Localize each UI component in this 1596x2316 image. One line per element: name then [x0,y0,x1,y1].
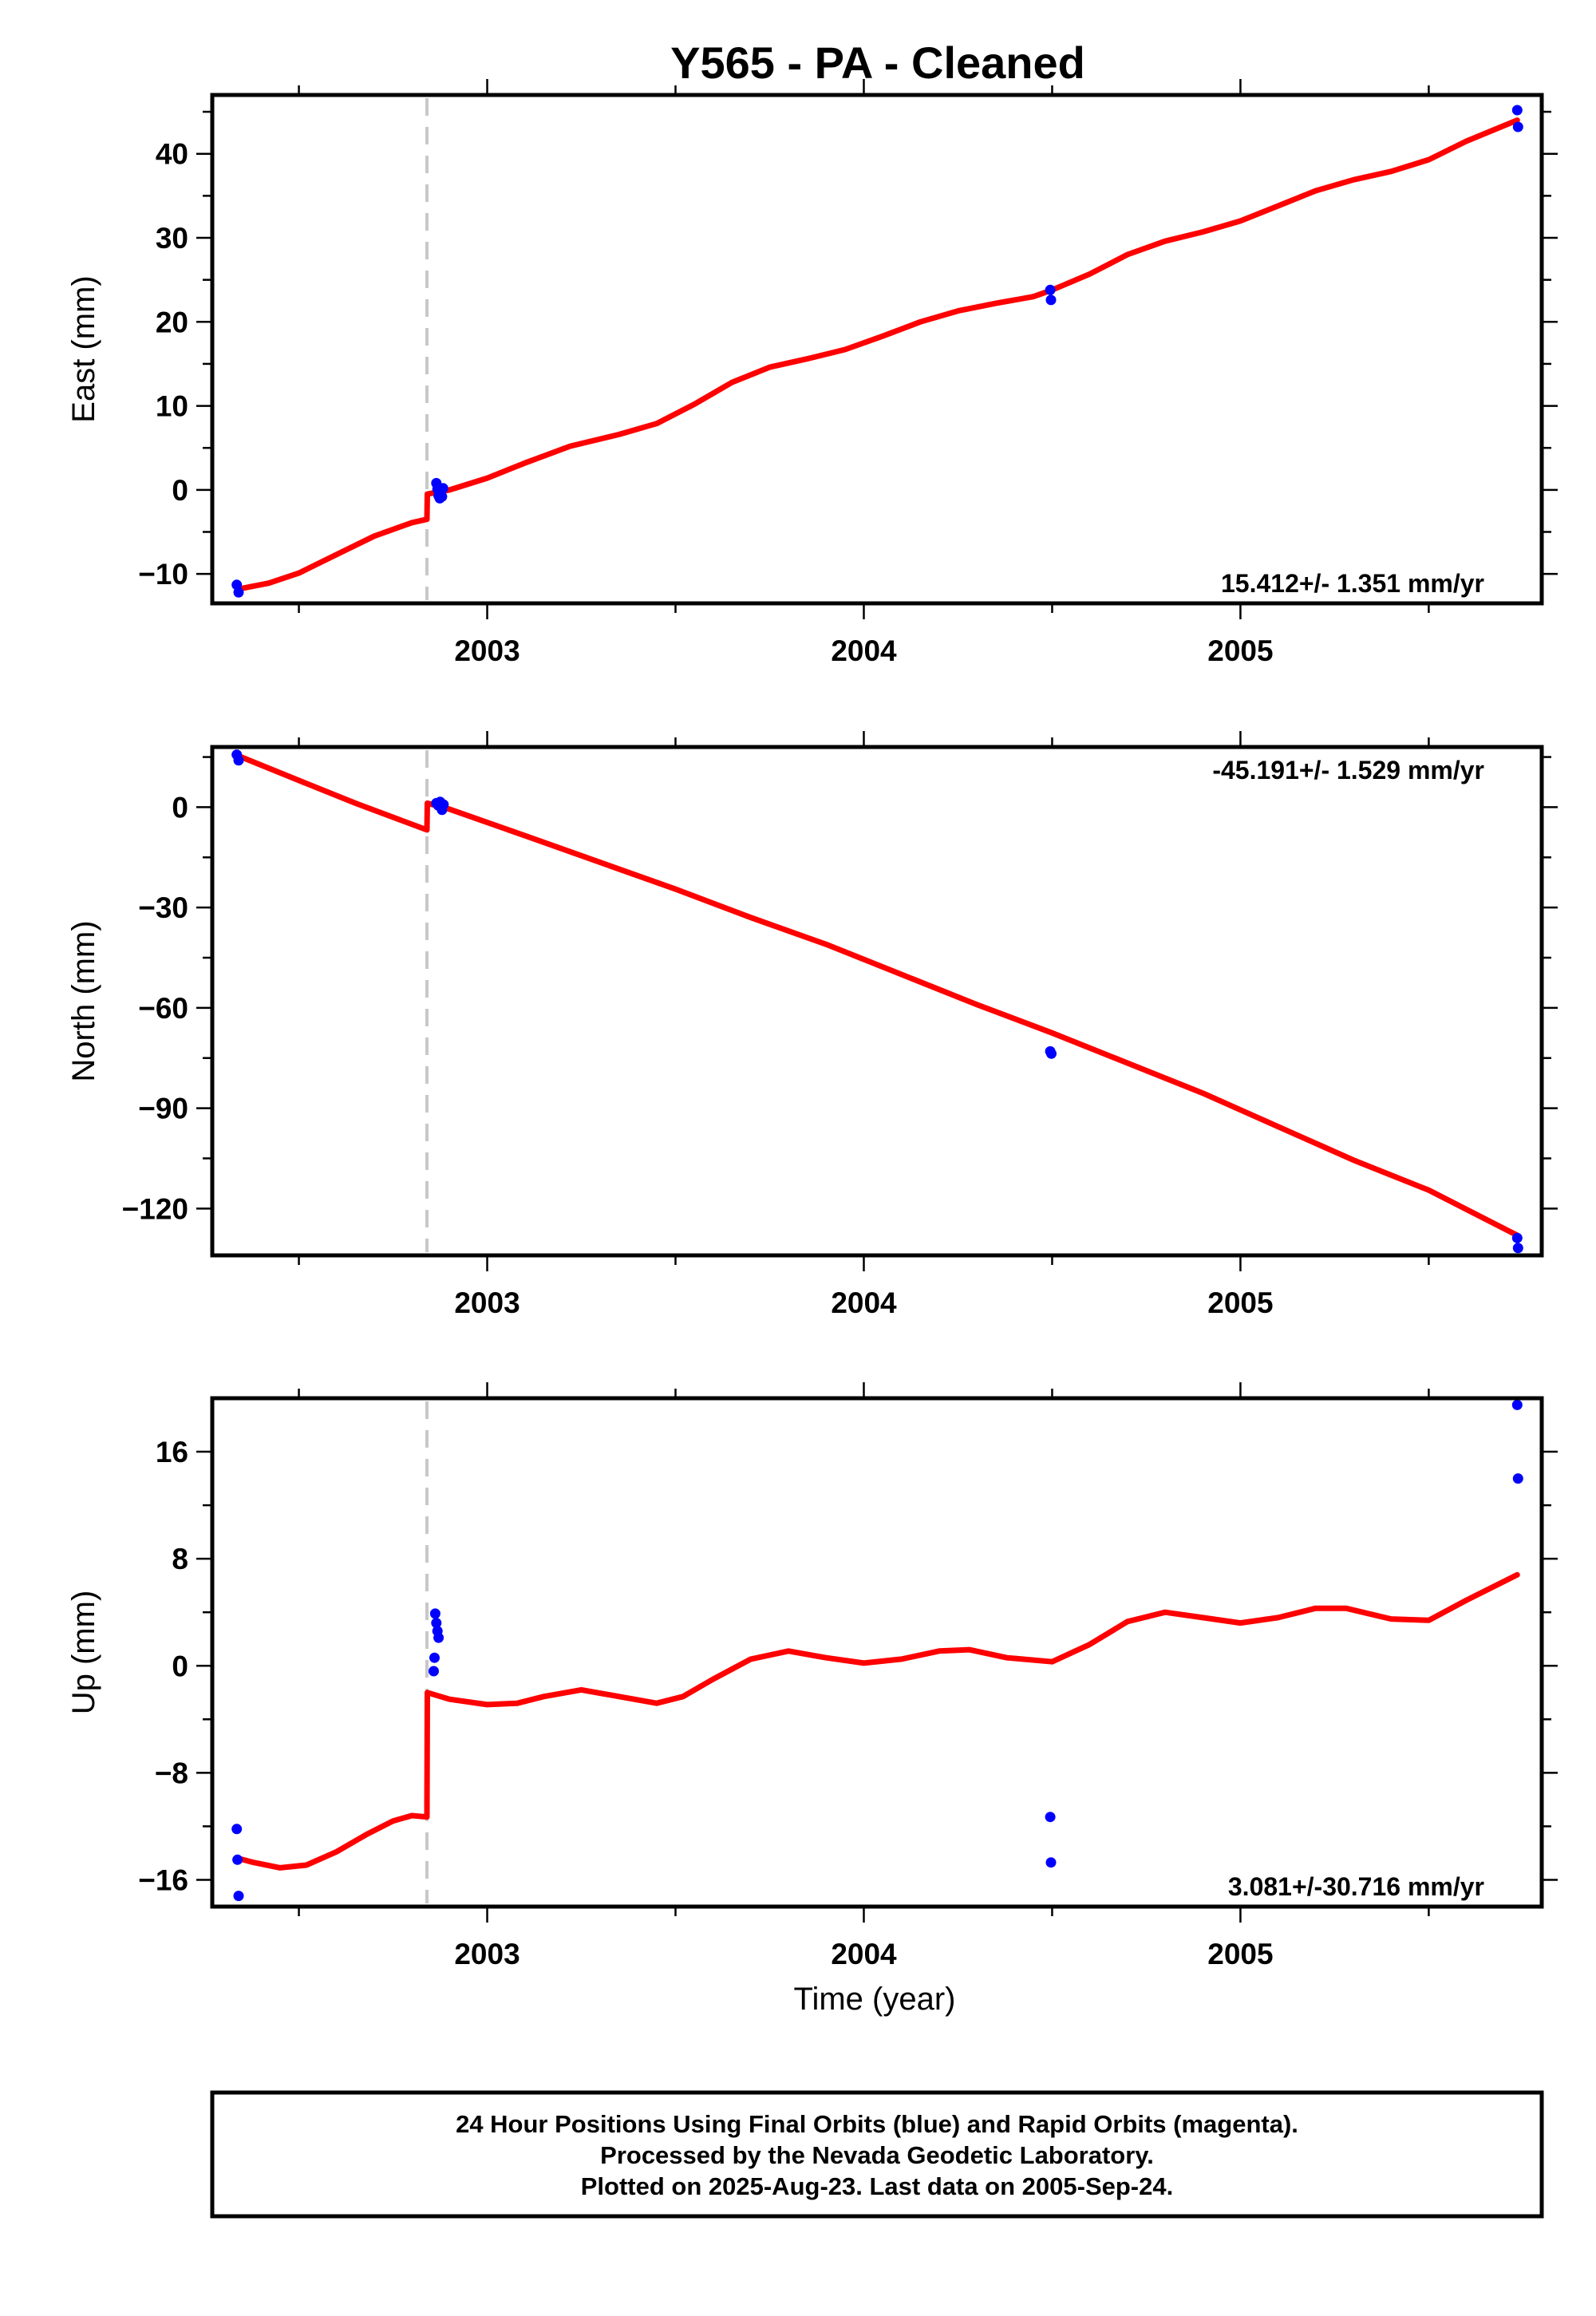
data-point [1512,1473,1523,1484]
data-point [1045,1812,1056,1823]
east-panel: 2003 2004 2005 −10 0 10 20 30 40 East (mm) 15.412+… [66,79,1558,667]
y-tick-label: 40 [156,138,188,171]
y-tick-label: 0 [172,1650,188,1682]
data-point [1045,294,1057,306]
y-tick-label: 0 [172,474,188,507]
footer-box: 24 Hour Positions Using Final Orbits (bl… [210,2090,1544,2219]
y-tick-label: −90 [138,1093,188,1125]
y-axis-title: East (mm) [66,275,101,422]
model-line [235,117,1520,592]
data-point [429,1652,440,1663]
x-tick-label: 2004 [831,1938,897,1970]
x-tick-label: 2003 [454,1286,519,1319]
plot-frame [210,745,1544,1258]
rate-label: -45.191+/- 1.529 mm/yr [1212,756,1484,785]
y-tick-label: 10 [156,390,188,423]
data-point [431,1618,442,1629]
data-point [1512,1243,1523,1254]
plot-frame [210,93,1544,606]
figure-title: Y565 - PA - Cleaned [670,38,1085,88]
y-tick-label: −120 [122,1192,188,1225]
x-tick-label: 2003 [454,1938,519,1970]
plot-frame [210,1396,1544,1909]
data-point [1046,1048,1057,1059]
y-tick-label: 20 [156,306,188,338]
data-point [429,1608,440,1619]
y-tick-label: 30 [156,222,188,255]
y-axis-title: Up (mm) [66,1591,101,1715]
y-tick-label: −60 [138,992,188,1025]
data-point [1511,1232,1523,1243]
data-point [437,491,448,502]
data-point [1045,1857,1057,1868]
model-line [235,1571,1520,1871]
y-axis-title: North (mm) [66,920,101,1081]
x-tick-label: 2005 [1207,1286,1273,1319]
data-point [438,799,449,810]
rate-label: 15.412+/- 1.351 mm/yr [1221,569,1484,598]
y-tick-label: −10 [138,558,188,591]
y-tick-label: −16 [138,1863,188,1896]
data-point [233,1891,244,1902]
footer-line-2: Processed by the Nevada Geodetic Laborat… [600,2141,1154,2169]
data-point [1512,121,1523,132]
model-line [235,753,1520,1239]
data-point [437,483,448,494]
x-tick-label: 2004 [831,1286,897,1319]
rate-label: 3.081+/-30.716 mm/yr [1228,1872,1484,1901]
data-point [233,755,244,766]
data-point [1511,105,1523,116]
y-tick-label: 0 [172,791,188,824]
up-panel: 2003 2004 2005 −16 −8 0 8 16 Up (mm) 3.081+/-30.7… [66,1382,1558,1970]
x-tick-label: 2004 [831,634,897,667]
x-axis-title: Time (year) [794,1982,956,2017]
data-point [231,1824,243,1835]
x-tick-label: 2003 [454,634,519,667]
y-tick-label: −8 [155,1757,188,1789]
x-tick-label: 2005 [1207,1938,1273,1970]
footer-line-3: Plotted on 2025-Aug-23. Last data on 200… [581,2172,1173,2200]
data-point [233,587,244,598]
data-point [232,1854,243,1865]
y-tick-label: −30 [138,891,188,924]
footer-line-1: 24 Hour Positions Using Final Orbits (bl… [456,2110,1298,2138]
data-point [1511,1399,1523,1410]
y-tick-label: 16 [156,1436,188,1468]
data-point [1045,284,1056,295]
x-tick-label: 2005 [1207,634,1273,667]
north-panel: 2003 2004 2005 −120 −90 −60 −30 0 North (mm) -45.… [66,731,1558,1319]
data-point [429,1666,439,1677]
data-point [433,1632,444,1643]
y-tick-label: 8 [172,1543,188,1575]
